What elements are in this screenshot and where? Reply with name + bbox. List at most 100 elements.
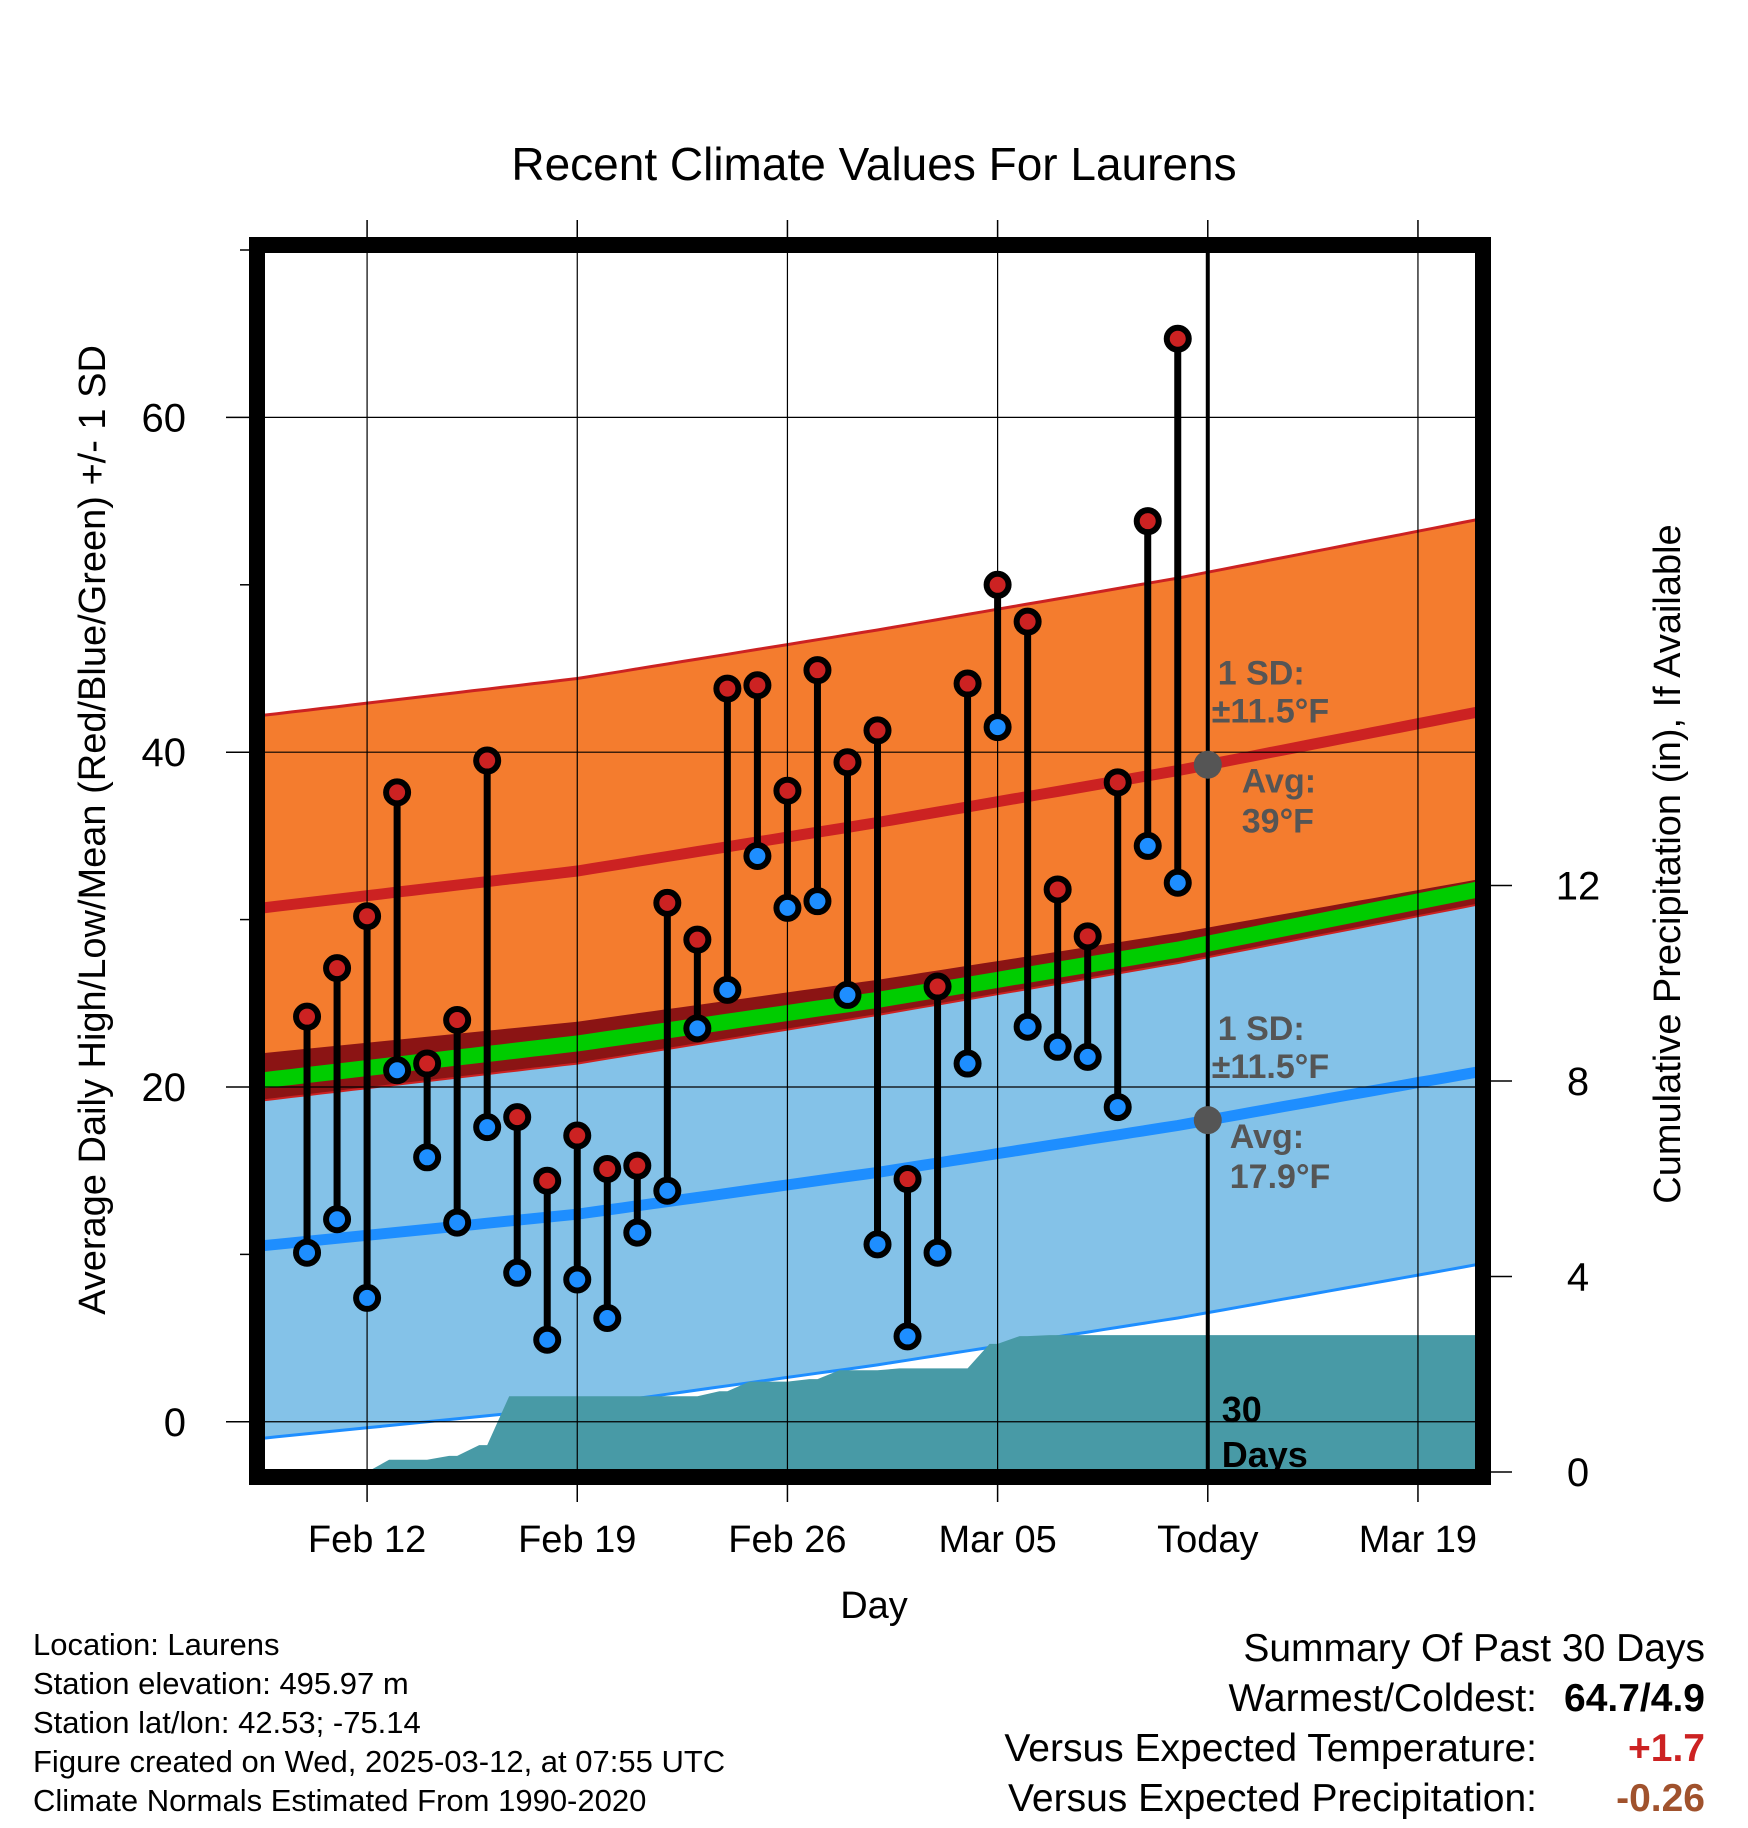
observed-low-point: [323, 1205, 352, 1234]
y-tick-label: 60: [142, 396, 187, 440]
observed-low-point: [1103, 1093, 1132, 1122]
observed-low-point: [833, 980, 862, 1009]
station-info: Location: Laurens Station elevation: 495…: [33, 1625, 725, 1820]
observed-low-point: [983, 713, 1012, 742]
elevation-text: Station elevation: 495.97 m: [33, 1666, 409, 1701]
y2-axis-label: Cumulative Precipitation (in), If Availa…: [1647, 524, 1689, 1203]
observed-high-point: [623, 1151, 652, 1180]
normals-text: Climate Normals Estimated From 1990-2020: [33, 1783, 647, 1818]
observed-high-point: [1103, 768, 1132, 797]
observed-low-point: [653, 1176, 682, 1205]
observed-low-point: [683, 1014, 712, 1043]
observed-low-point: [1073, 1042, 1102, 1071]
low-avg-label: Avg:: [1230, 1118, 1304, 1156]
observed-low-point: [563, 1265, 592, 1294]
x-tick-label: Feb 19: [518, 1519, 636, 1561]
x-tick-label: Feb 26: [728, 1519, 846, 1561]
high-sd-value: ±11.5°F: [1212, 693, 1329, 731]
normal-mean-line: [262, 881, 1478, 1089]
observed-low-point: [473, 1113, 502, 1142]
window-count-label: 30: [1222, 1389, 1262, 1430]
warm-cold-label: Warmest/Coldest:: [1228, 1677, 1537, 1720]
low-sd-band: [262, 879, 1478, 1439]
y2-tick-label: 8: [1567, 1060, 1589, 1104]
observed-high-point: [893, 1165, 922, 1194]
latlon-text: Station lat/lon: 42.53; -75.14: [33, 1705, 421, 1740]
y-tick-label: 40: [142, 731, 187, 775]
y-axis-label: Average Daily High/Low/Mean (Red/Blue/Gr…: [72, 345, 114, 1315]
created-text: Figure created on Wed, 2025-03-12, at 07…: [33, 1744, 726, 1779]
high-avg-marker: [1193, 750, 1222, 779]
observed-low-point: [293, 1238, 322, 1267]
summary-temp: Versus Expected Temperature: +1.7: [1004, 1724, 1705, 1774]
observed-high-point: [1073, 922, 1102, 951]
y2-tick-label: 0: [1567, 1451, 1589, 1495]
observed-high-point: [923, 972, 952, 1001]
summary-precip: Versus Expected Precipitation: -0.26: [1004, 1774, 1705, 1824]
observed-high-point: [833, 748, 862, 777]
plot-content: [262, 250, 1478, 1472]
observed-low-point: [353, 1283, 382, 1312]
x-tick-label: Feb 12: [308, 1519, 426, 1561]
high-sd-label: 1 SD:: [1218, 655, 1305, 693]
temp-label: Versus Expected Temperature:: [1004, 1727, 1537, 1770]
warm-cold-value: 64.7/4.9: [1564, 1677, 1705, 1720]
high-band-upper-edge: [262, 518, 1478, 717]
normal-high-line: [262, 706, 1478, 914]
observed-high-point: [533, 1166, 562, 1195]
axes: Feb 12 Feb 19 Feb 26 Mar 05 Today Mar 1902040…: [142, 220, 1601, 1561]
observed-low-point: [503, 1258, 532, 1287]
observed-low-point: [953, 1049, 982, 1078]
observed-high-point: [803, 656, 832, 685]
x-axis-label: Day: [840, 1585, 908, 1627]
y-tick-label: 0: [164, 1401, 186, 1445]
low-band-lower-edge: [262, 1262, 1478, 1440]
observed-high-point: [1133, 507, 1162, 536]
precip-value: -0.26: [1616, 1777, 1705, 1820]
low-avg-value: 17.9°F: [1230, 1158, 1331, 1196]
observed-high-point: [743, 671, 772, 700]
observed-high-point: [473, 746, 502, 775]
observed-high-point: [1013, 607, 1042, 636]
precip-label: Versus Expected Precipitation:: [1008, 1777, 1537, 1820]
observed-high-point: [713, 674, 742, 703]
low-avg-marker: [1193, 1106, 1222, 1135]
summary-warm-cold: Warmest/Coldest: 64.7/4.9: [1004, 1674, 1705, 1724]
observed-low-point: [743, 841, 772, 870]
observed-high-point: [983, 570, 1012, 599]
observed-low-point: [863, 1230, 892, 1259]
observed-high-point: [653, 888, 682, 917]
observed-high-point: [683, 925, 712, 954]
summary-title: Summary Of Past 30 Days: [1243, 1627, 1705, 1670]
observed-low-point: [1133, 831, 1162, 860]
observed-low-point: [383, 1056, 412, 1085]
plot-frame: [249, 237, 1491, 1485]
y-tick-label: 20: [142, 1066, 187, 1110]
y2-tick-label: 4: [1567, 1255, 1589, 1299]
observed-high-point: [383, 778, 412, 807]
observed-high-point: [773, 776, 802, 805]
observed-high-point: [443, 1006, 472, 1035]
observed-high-point: [563, 1121, 592, 1150]
low-sd-label: 1 SD:: [1218, 1010, 1305, 1048]
observed-low-point: [593, 1303, 622, 1332]
x-tick-label: Mar 05: [938, 1519, 1056, 1561]
observed-high-point: [503, 1103, 532, 1132]
x-tick-label: Today: [1157, 1519, 1258, 1561]
observed-high-point: [593, 1155, 622, 1184]
observed-high-point: [323, 954, 352, 983]
window-unit-label: Days: [1222, 1434, 1308, 1475]
observed-low-point: [713, 975, 742, 1004]
observed-high-point: [293, 1002, 322, 1031]
observed-low-point: [1163, 868, 1192, 897]
observed-high-point: [1163, 324, 1192, 353]
observed-low-point: [533, 1325, 562, 1354]
high-avg-label: Avg:: [1242, 763, 1316, 801]
y2-tick-label: 12: [1556, 864, 1601, 908]
observed-low-point: [443, 1208, 472, 1237]
observed-low-point: [923, 1238, 952, 1267]
summary-panel: Summary Of Past 30 Days Warmest/Coldest:…: [1004, 1624, 1705, 1824]
temp-value: +1.7: [1628, 1727, 1705, 1770]
